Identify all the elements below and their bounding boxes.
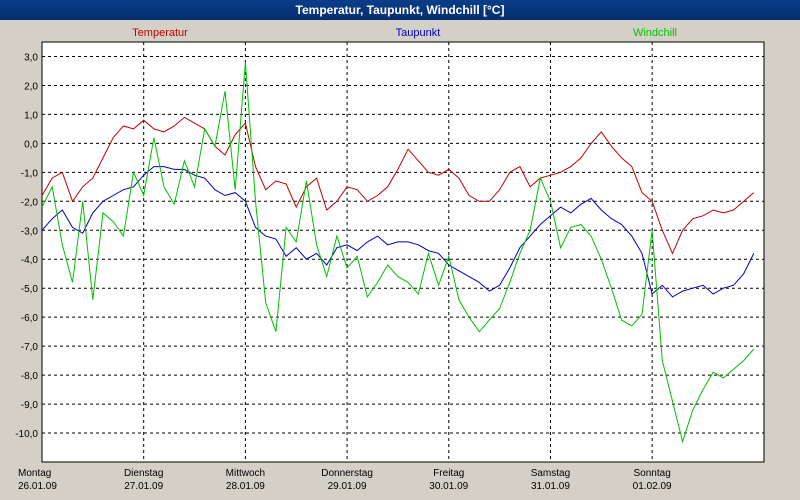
chart-svg: 3,0 2,0 1,0 0,0 -1,0 -2,0 -3,0 -4,0 -5,0 -6,0 -7,0…: [15, 27, 765, 492]
x-tick-date: 30.01.09: [429, 481, 468, 492]
chart-panel: 3,0 2,0 1,0 0,0 -1,0 -2,0 -3,0 -4,0 -5,0 -6,0 -7,0…: [0, 20, 800, 500]
x-tick-day: Sonntag: [634, 468, 671, 479]
y-tick-label: -8,0: [21, 371, 39, 382]
y-tick-label: -10,0: [15, 429, 38, 440]
x-tick-day: Mittwoch: [226, 468, 265, 479]
y-tick-label: -4,0: [21, 255, 39, 266]
y-tick-label: -2,0: [21, 197, 39, 208]
y-tick-label: 0,0: [24, 139, 38, 150]
y-tick-label: -6,0: [21, 313, 39, 324]
legend-entry-windchill: Windchill: [633, 27, 677, 39]
series-lines: [41, 62, 755, 444]
y-tick-label: 1,0: [24, 110, 38, 121]
y-tick-label: 2,0: [24, 81, 38, 92]
chart-window-title: Temperatur, Taupunkt, Windchill [°C]: [0, 0, 800, 20]
legend-entry-taupunkt: Taupunkt: [396, 27, 441, 39]
x-tick-date: 26.01.09: [18, 481, 57, 492]
y-tick-label: -7,0: [21, 342, 39, 353]
plot-area: [41, 41, 765, 463]
x-tick-date: 31.01.09: [531, 481, 570, 492]
y-tick-label: -5,0: [21, 284, 39, 295]
x-tick-day: Freitag: [433, 468, 464, 479]
x-tick-date: 28.01.09: [226, 481, 265, 492]
x-tick-date: 27.01.09: [124, 481, 163, 492]
series-line-taupunkt: [41, 166, 755, 298]
series-line-temperatur: [41, 116, 755, 255]
x-tick-day: Donnerstag: [321, 468, 373, 479]
x-tick-day: Montag: [18, 468, 51, 479]
x-tick-date: 01.02.09: [633, 481, 672, 492]
y-tick-label: -9,0: [21, 400, 39, 411]
x-axis-labels: Montag 26.01.09 Dienstag 27.01.09 Mittwoch 28…: [18, 468, 672, 492]
series-line-windchill: [41, 62, 755, 444]
y-tick-label: -1,0: [21, 168, 39, 179]
x-tick-date: 29.01.09: [328, 481, 367, 492]
y-axis-labels: 3,0 2,0 1,0 0,0 -1,0 -2,0 -3,0 -4,0 -5,0 -6,0 -7,0…: [15, 52, 38, 440]
y-tick-label: -3,0: [21, 226, 39, 237]
y-tick-label: 3,0: [24, 52, 38, 63]
x-tick-day: Dienstag: [124, 468, 163, 479]
legend-entry-temperatur: Temperatur: [132, 27, 188, 39]
legend: Temperatur Taupunkt Windchill: [132, 27, 677, 39]
x-tick-day: Samstag: [531, 468, 570, 479]
grid: [42, 42, 764, 462]
